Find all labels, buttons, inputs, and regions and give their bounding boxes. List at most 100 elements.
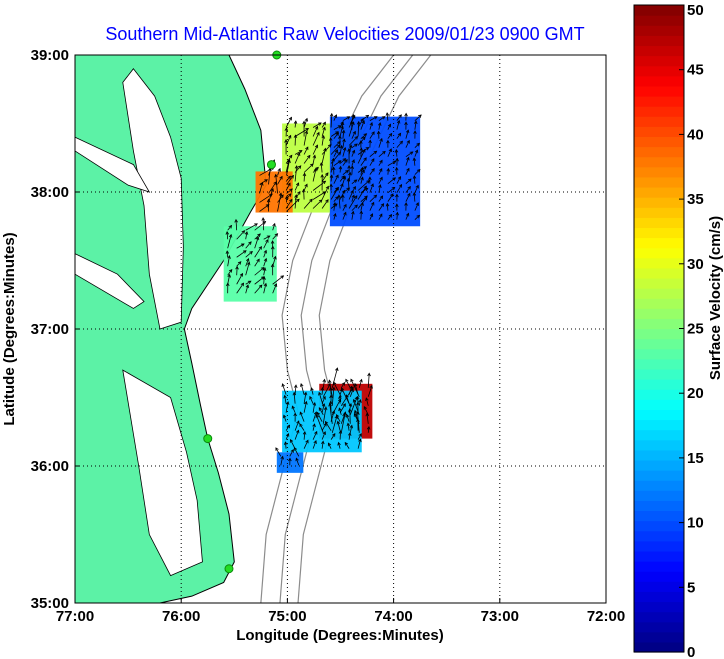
velocity-arrow: [405, 212, 410, 220]
velocity-arrow: [338, 407, 342, 415]
velocity-arrow: [341, 194, 345, 202]
colorbar-swatch: [634, 641, 684, 653]
velocity-arrow: [412, 175, 417, 184]
velocity-arrow: [245, 250, 253, 258]
velocity-arrow: [320, 386, 325, 395]
colorbar-swatch: [634, 419, 684, 431]
land-layer: [75, 55, 267, 603]
velocity-arrow: [365, 397, 369, 406]
velocity-arrow: [378, 150, 386, 157]
velocity-arrow: [293, 446, 300, 457]
velocity-arrow: [302, 430, 307, 440]
colorbar-tick-label: 15: [687, 450, 704, 467]
velocity-arrow: [377, 122, 382, 130]
colorbar-swatch: [634, 318, 684, 330]
velocity-arrow: [348, 144, 353, 155]
velocity-arrow: [259, 193, 273, 203]
velocity-arrow: [261, 217, 265, 231]
velocity-arrow: [405, 167, 410, 175]
velocity-arrow: [294, 128, 310, 137]
velocity-arrow: [285, 175, 291, 182]
velocity-arrow: [272, 275, 285, 285]
velocity-arrow: [293, 120, 298, 128]
velocity-arrow: [303, 439, 309, 449]
velocity-arrow: [339, 183, 344, 191]
colorbar-swatch: [634, 409, 684, 421]
colorbar-swatch: [634, 328, 684, 340]
velocity-arrow: [332, 202, 337, 211]
velocity-arrow: [284, 139, 288, 155]
velocity-arrow: [289, 449, 294, 457]
colorbar-swatch: [634, 45, 684, 57]
velocity-arrow: [272, 283, 278, 294]
colorbar-swatch: [634, 126, 684, 138]
velocity-arrow: [328, 137, 333, 146]
velocity-arrow: [292, 391, 297, 404]
velocity-arrow: [359, 147, 364, 157]
velocity-arrow: [227, 224, 233, 231]
velocity-arrow: [236, 261, 242, 267]
velocity-arrow: [322, 406, 328, 424]
velocity-arrow: [235, 265, 239, 276]
velocity-arrow: [351, 143, 358, 148]
velocity-arrow: [342, 175, 347, 184]
velocity-arrow: [396, 175, 402, 184]
velocity-arrow: [387, 148, 392, 157]
colorbar: 0 5 10 15 20 25 30 35 40 45 50: [633, 2, 704, 659]
colorbar-swatch: [634, 470, 684, 481]
velocity-arrow: [414, 214, 421, 220]
colorbar-swatch: [634, 429, 684, 441]
velocity-arrow: [342, 146, 347, 157]
velocity-arrow: [336, 414, 341, 422]
velocity-arrow: [349, 424, 354, 433]
colorbar-tick-label: 25: [687, 321, 704, 338]
velocity-arrow: [234, 218, 238, 231]
velocity-arrow: [321, 431, 326, 440]
colorbar-swatch: [634, 146, 684, 158]
colorbar-swatch: [634, 530, 684, 542]
velocity-arrow: [302, 172, 307, 182]
velocity-arrow: [327, 442, 332, 449]
colorbar-swatch: [634, 490, 684, 501]
velocity-arrow: [303, 163, 314, 173]
radar-site-1: [266, 160, 276, 170]
velocity-arrow: [329, 183, 333, 191]
colorbar-swatch: [634, 247, 684, 259]
velocity-arrow: [360, 120, 365, 130]
y-tick-label: 35:00: [31, 595, 69, 612]
colorbar-swatch: [634, 197, 684, 208]
velocity-arrow: [405, 151, 414, 157]
colorbar-swatch: [634, 106, 684, 117]
x-tick-label: 74:00: [374, 608, 412, 625]
velocity-arrow: [294, 420, 300, 431]
velocity-arrow: [360, 195, 368, 202]
velocity-arrow: [301, 188, 306, 200]
velocity-arrow: [303, 117, 308, 128]
chart-title: Southern Mid-Atlantic Raw Velocities 200…: [105, 24, 584, 44]
velocity-arrow: [366, 425, 371, 433]
velocity-arrow: [274, 173, 278, 194]
velocity-arrow: [312, 167, 318, 182]
velocity-arrow: [227, 268, 233, 276]
velocity-arrow: [359, 210, 364, 220]
velocity-arrow: [294, 152, 301, 164]
velocity-arrow: [340, 411, 347, 433]
velocity-arrow: [245, 223, 258, 231]
velocity-arrow: [225, 230, 230, 240]
velocity-arrow: [346, 422, 351, 431]
velocity-arrow: [254, 284, 263, 294]
velocity-arrow: [330, 433, 336, 440]
colorbar-swatch: [634, 217, 684, 229]
colorbar-swatch: [634, 520, 684, 532]
velocity-arrow: [387, 132, 393, 139]
velocity-arrow: [245, 257, 250, 267]
x-tick-label: 73:00: [481, 608, 519, 625]
velocity-arrow: [321, 126, 326, 137]
velocity-arrow: [263, 235, 271, 240]
velocity-arrow: [412, 192, 417, 202]
velocity-arrow: [413, 130, 417, 139]
velocity-arrow: [378, 195, 384, 202]
velocity-arrow: [245, 241, 252, 249]
velocity-arrow: [396, 183, 403, 193]
velocity-arrow: [414, 149, 419, 157]
